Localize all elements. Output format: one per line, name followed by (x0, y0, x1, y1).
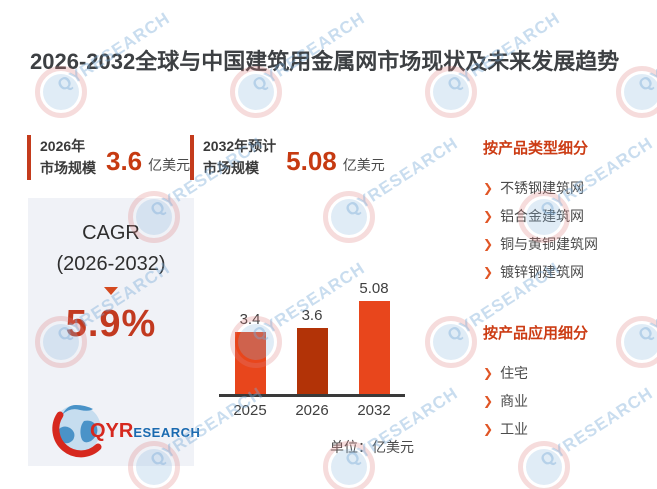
list-item: ❯ 镀锌钢建筑网 (483, 262, 653, 282)
watermark-text: QYRESEARCH (635, 8, 657, 96)
stat-label: 2032年预计 市场规模 (190, 135, 276, 180)
bar-column-2026: 3.6 (281, 307, 343, 394)
chevron-right-icon: ❯ (483, 366, 494, 380)
bar-column-2032: 5.08 (343, 280, 405, 394)
cagr-panel: CAGR (2026-2032) 5.9% QYR ESEARCH (28, 198, 200, 466)
stat-unit: 亿美元 (342, 156, 385, 173)
chevron-right-icon: ❯ (483, 394, 494, 408)
x-tick-label: 2026 (295, 402, 329, 419)
bar-2025 (234, 332, 266, 394)
bar-value-label: 3.4 (239, 311, 261, 328)
watermark-globe-icon (518, 441, 570, 489)
bar-2032 (358, 301, 390, 394)
chart-x-axis: 2025 2026 2032 (219, 397, 405, 419)
section-spacer (483, 290, 653, 322)
list-item-label: 不锈钢建筑网 (500, 180, 585, 196)
stat-2026-market-size: 2026年 市场规模 3.6 亿美元 (27, 135, 190, 180)
list-item-label: 工业 (500, 421, 529, 437)
stat-label-line1: 2032年预计 (203, 138, 277, 154)
list-item: ❯ 不锈钢建筑网 (483, 178, 653, 198)
list-item: ❯ 住宅 (483, 363, 653, 383)
bar-2026 (296, 328, 328, 394)
stat-label-line2: 市场规模 (203, 160, 259, 177)
cagr-title: CAGR (82, 222, 140, 244)
application-list: ❯ 住宅 ❯ 商业 ❯ 工业 (483, 363, 653, 439)
market-size-bar-chart: 3.4 3.6 5.08 2025 2026 2032 (219, 266, 405, 419)
stat-value: 5.08 (286, 145, 337, 176)
chevron-right-icon: ❯ (483, 209, 494, 223)
qyresearch-logo: QYR ESEARCH (46, 400, 206, 460)
globe-icon (50, 402, 106, 463)
chevron-right-icon: ❯ (483, 422, 494, 436)
x-tick-label: 2025 (233, 402, 267, 419)
list-item: ❯ 铝合金建筑网 (483, 206, 653, 226)
stat-value-group: 5.08 亿美元 (286, 146, 385, 180)
chevron-right-icon: ❯ (483, 181, 494, 195)
list-item-label: 镀锌钢建筑网 (500, 264, 585, 280)
watermark-globe-icon (425, 316, 477, 368)
bar-value-label: 5.08 (359, 280, 389, 297)
x-tick-label: 2032 (357, 402, 391, 419)
section-heading-application: 按产品应用细分 (483, 325, 589, 342)
chevron-right-icon: ❯ (483, 265, 494, 279)
product-type-list: ❯ 不锈钢建筑网 ❯ 铝合金建筑网 ❯ 铜与黄铜建筑网 ❯ 镀锌钢建筑网 (483, 178, 653, 282)
list-item: ❯ 铜与黄铜建筑网 (483, 234, 653, 254)
list-item: ❯ 工业 (483, 419, 653, 439)
triangle-down-icon (104, 287, 118, 295)
list-item-label: 铜与黄铜建筑网 (500, 236, 599, 252)
list-item: ❯ 商业 (483, 391, 653, 411)
section-heading-product-type: 按产品类型细分 (483, 140, 589, 157)
bar-value-label: 3.6 (301, 307, 323, 324)
stat-value: 3.6 (106, 145, 143, 176)
chart-unit-note: 单位：亿美元 (330, 439, 414, 455)
chart-plot-area: 3.4 3.6 5.08 (219, 266, 405, 397)
segmentation-sidebar: 按产品类型细分 ❯ 不锈钢建筑网 ❯ 铝合金建筑网 ❯ 铜与黄铜建筑网 ❯ 镀锌… (483, 137, 653, 447)
stat-label: 2026年 市场规模 (27, 135, 96, 180)
list-item-label: 住宅 (500, 365, 529, 381)
cagr-period: (2026-2032) (56, 253, 166, 275)
cagr-value: 5.9% (65, 303, 157, 345)
stat-unit: 亿美元 (148, 156, 191, 173)
list-item-label: 铝合金建筑网 (500, 208, 585, 224)
chevron-right-icon: ❯ (483, 237, 494, 251)
stat-value-group: 3.6 亿美元 (106, 146, 190, 180)
logo-wordmark: QYR ESEARCH (90, 420, 200, 443)
bar-column-2025: 3.4 (219, 311, 281, 394)
list-item-label: 商业 (500, 393, 529, 409)
logo-text-esearch: ESEARCH (133, 425, 201, 440)
stat-2032-forecast-size: 2032年预计 市场规模 5.08 亿美元 (190, 135, 385, 180)
watermark-globe-icon (323, 191, 375, 243)
logo-text-qyr: QYR (90, 420, 134, 442)
page-title: 2026-2032全球与中国建筑用金属网市场现状及未来发展趋势 (30, 49, 620, 74)
stat-label-line2: 市场规模 (40, 160, 96, 177)
stat-label-line1: 2026年 (40, 138, 86, 154)
